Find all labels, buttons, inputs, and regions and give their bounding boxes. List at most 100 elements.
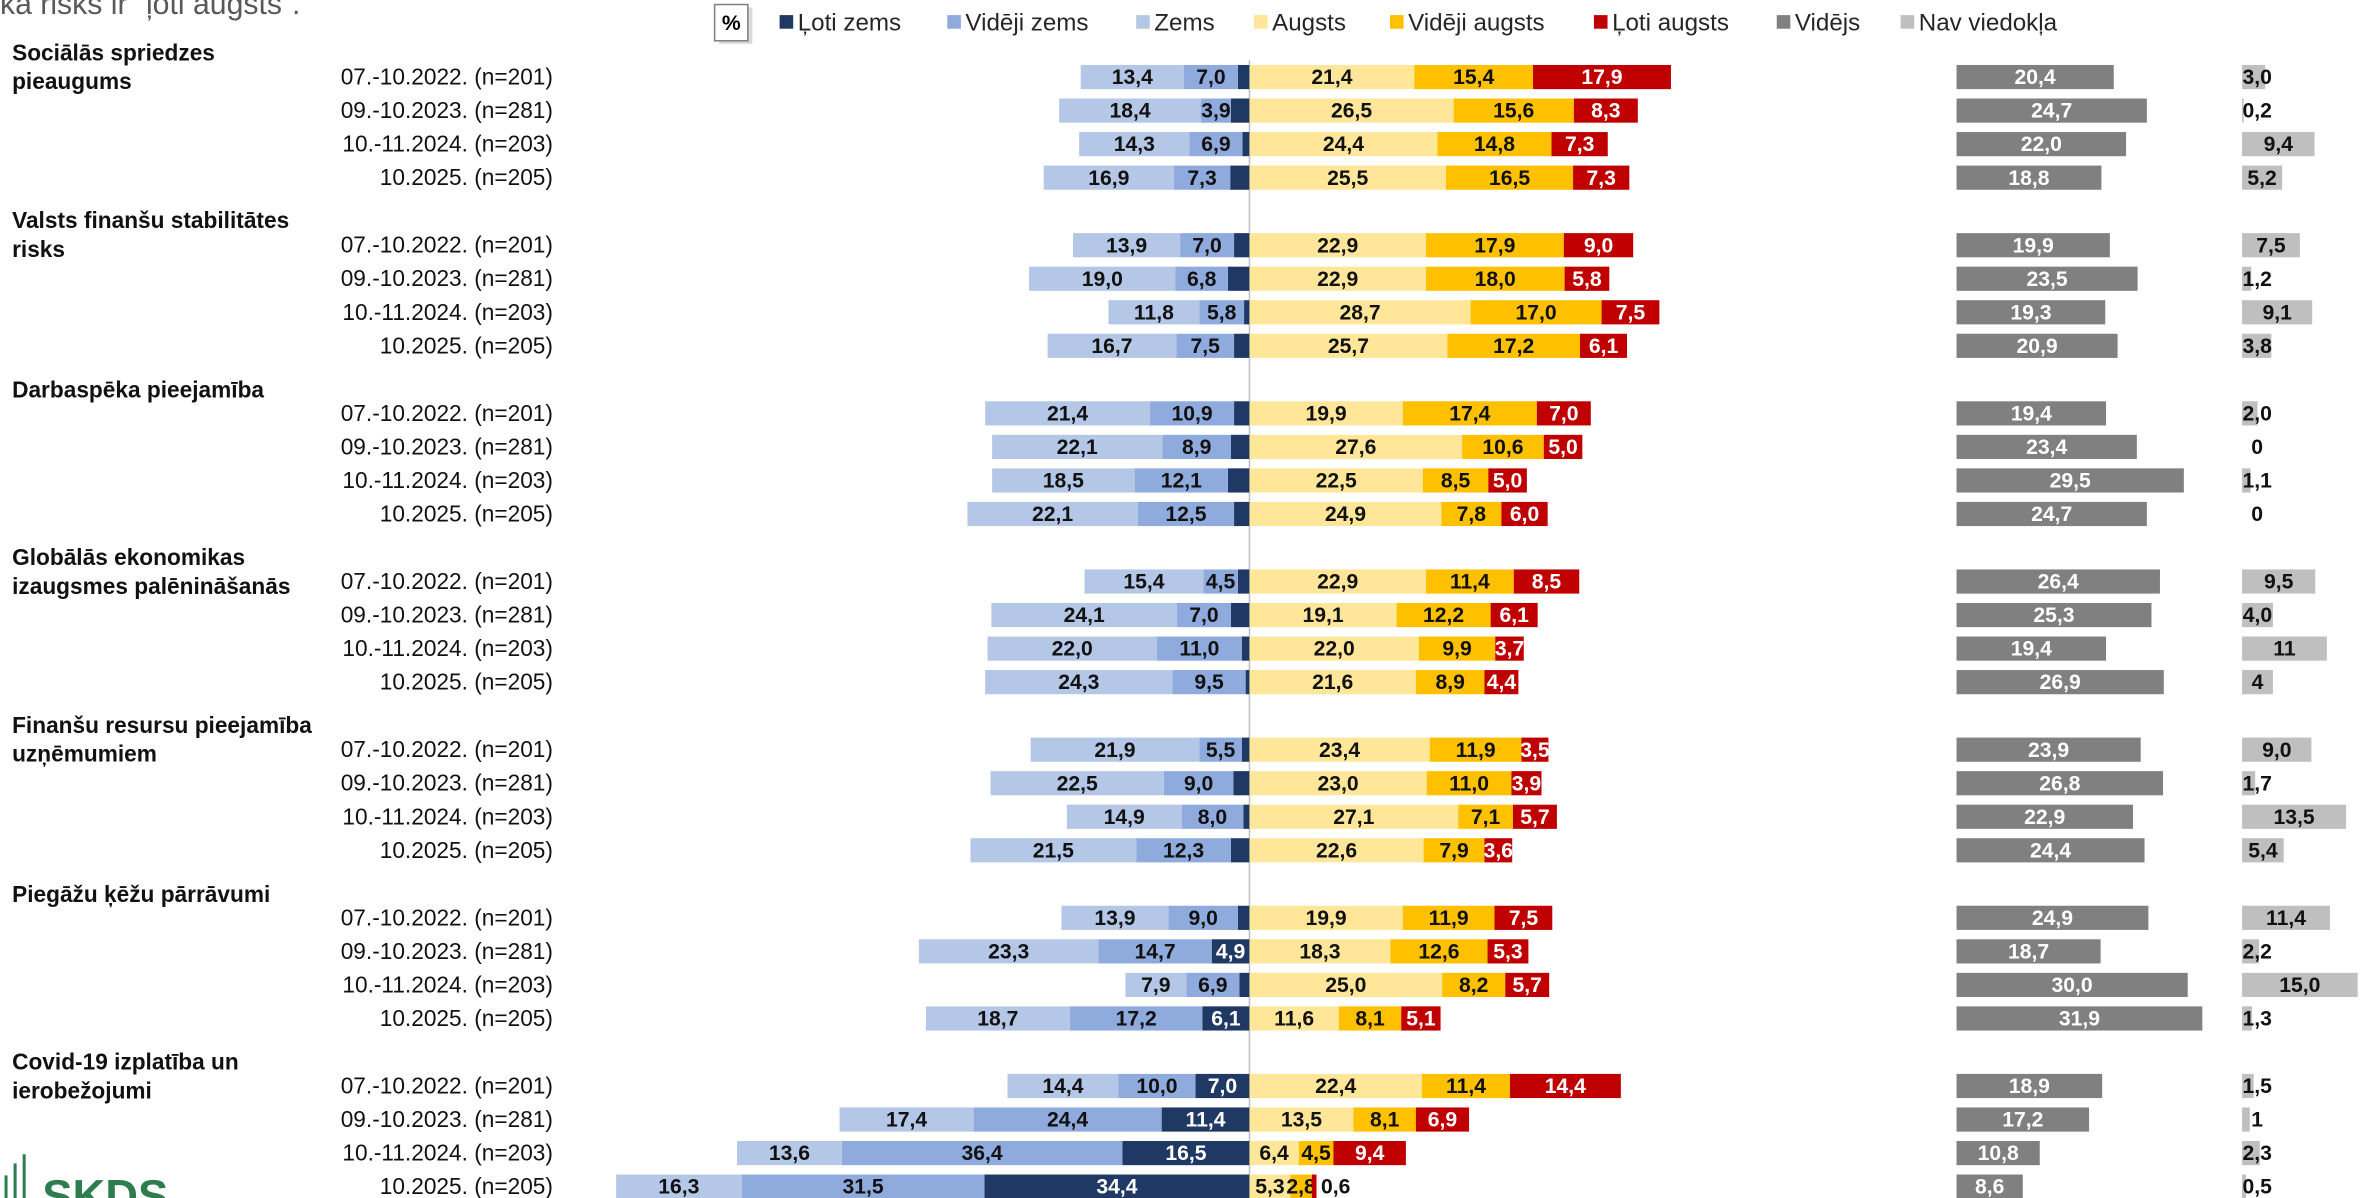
bar-segment [2242, 804, 2347, 829]
bar-segment [1249, 804, 1459, 829]
value-label: 4,4 [1487, 671, 1517, 694]
bar-segment [1249, 1073, 1423, 1099]
bar-segment [2242, 771, 2256, 796]
value-label: 6,1 [1211, 1008, 1241, 1031]
bar-segment [1956, 569, 2160, 594]
value-label: 0 [2251, 503, 2263, 526]
value-label: 18,0 [1475, 268, 1516, 291]
value-label: 6,1 [1499, 604, 1529, 627]
value-label: 24,4 [1047, 1109, 1088, 1132]
value-label: 0,5 [2242, 1176, 2272, 1198]
value-label: 17,9 [1474, 234, 1515, 257]
bar-segment [1134, 468, 1228, 493]
legend-label: Augsts [1272, 10, 1346, 37]
bar-segment [1415, 670, 1485, 695]
value-label: 7,8 [1457, 503, 1487, 526]
period-label: 10.-11.2024. (n=203) [342, 1140, 553, 1166]
period-label: 07.-10.2022. (n=201) [341, 904, 553, 930]
bar-segment [2242, 569, 2316, 594]
value-label: 16,5 [1489, 167, 1530, 190]
bar-segment [1290, 1174, 1312, 1198]
value-label: 27,1 [1333, 806, 1374, 829]
bar-segment [2242, 165, 2283, 190]
value-label: 6,9 [1198, 974, 1227, 997]
value-label: 22,9 [2024, 806, 2065, 829]
bar-segment [2242, 602, 2273, 628]
bar-segment [1118, 1073, 1196, 1099]
bar-segment [1956, 737, 2141, 762]
bar-segment [1437, 132, 1552, 157]
bar-segment [1487, 939, 1529, 964]
period-label: 10.2025. (n=205) [380, 1173, 553, 1198]
bar-segment [1543, 434, 1583, 459]
bar-segment [1080, 64, 1184, 90]
value-label: 29,5 [2050, 470, 2091, 493]
bar-segment [1199, 300, 1245, 325]
bar-segment [1956, 1073, 2103, 1099]
bar-segment [1079, 132, 1190, 157]
value-label: 25,3 [2033, 604, 2074, 627]
bar-segment [1249, 501, 1442, 527]
value-label: 18,4 [1109, 100, 1150, 123]
bar-segment [1227, 468, 1250, 493]
value-label: 9,9 [1442, 638, 1471, 661]
period-label: 10.-11.2024. (n=203) [342, 971, 553, 997]
value-label: 4,9 [1216, 940, 1245, 963]
bar-segment [2242, 1073, 2254, 1099]
bar-segment [1234, 233, 1250, 258]
value-label: 2,3 [2242, 1142, 2271, 1165]
period-label: 10.-11.2024. (n=203) [342, 803, 553, 829]
bar-segment [1175, 266, 1228, 291]
bar-segment [973, 1107, 1162, 1132]
bar-segment [2242, 266, 2252, 291]
value-label: 22,9 [1317, 571, 1358, 594]
value-label: 31,9 [2059, 1008, 2100, 1031]
page-title: ka risks ir “ļoti augsts”. [0, 0, 300, 21]
bar-segment [1230, 98, 1250, 123]
value-label: 7,0 [1196, 66, 1225, 89]
value-label: 9,4 [1355, 1142, 1385, 1165]
bar-segment [1445, 165, 1574, 190]
bar-segment [2242, 636, 2327, 661]
value-label: 8,1 [1370, 1109, 1400, 1132]
bar-segment [1249, 64, 1415, 90]
bar-segment [1249, 972, 1443, 998]
bar-segment [1425, 233, 1564, 258]
value-label: 23,9 [2028, 739, 2069, 762]
value-label: 11,9 [1429, 907, 1469, 930]
bar-segment [1098, 939, 1212, 964]
period-label: 07.-10.2022. (n=201) [341, 400, 553, 426]
bar-segment [1069, 1006, 1203, 1031]
value-label: 22,1 [1057, 436, 1098, 459]
value-label: 12,6 [1418, 940, 1459, 963]
bar-segment [2242, 132, 2315, 157]
bar-segment [1415, 1107, 1470, 1132]
value-label: 13,4 [1112, 66, 1153, 89]
bar-segment [1956, 670, 2164, 695]
bar-segment [1249, 401, 1403, 426]
bar-segment [967, 501, 1138, 527]
bar-segment [1956, 98, 2147, 123]
value-label: 11,4 [1450, 571, 1490, 594]
period-label: 10.2025. (n=205) [380, 164, 553, 190]
bar-segment [1311, 1174, 1317, 1198]
bar-segment [1573, 98, 1638, 123]
group-label: Globālās ekonomikas izaugsmes palēnināša… [12, 545, 291, 600]
value-label: 21,9 [1094, 739, 1135, 762]
value-label: 36,4 [962, 1142, 1003, 1165]
bar-segment [1249, 266, 1426, 291]
value-label: 16,7 [1091, 335, 1132, 358]
bar-segment [1333, 1140, 1406, 1166]
legend-swatch [779, 15, 794, 29]
bar-segment [1511, 771, 1542, 796]
bar-segment [1177, 602, 1231, 628]
logo: SKDS [4, 1154, 168, 1198]
bar-segment [1181, 804, 1244, 829]
value-label: 8,5 [1441, 470, 1471, 493]
bar-segment [1150, 401, 1235, 426]
bar-segment [1573, 165, 1630, 190]
value-label: 14,7 [1134, 940, 1175, 963]
bar-segment [985, 401, 1151, 426]
bar-segment [1203, 569, 1238, 594]
bar-segment [1484, 838, 1513, 863]
